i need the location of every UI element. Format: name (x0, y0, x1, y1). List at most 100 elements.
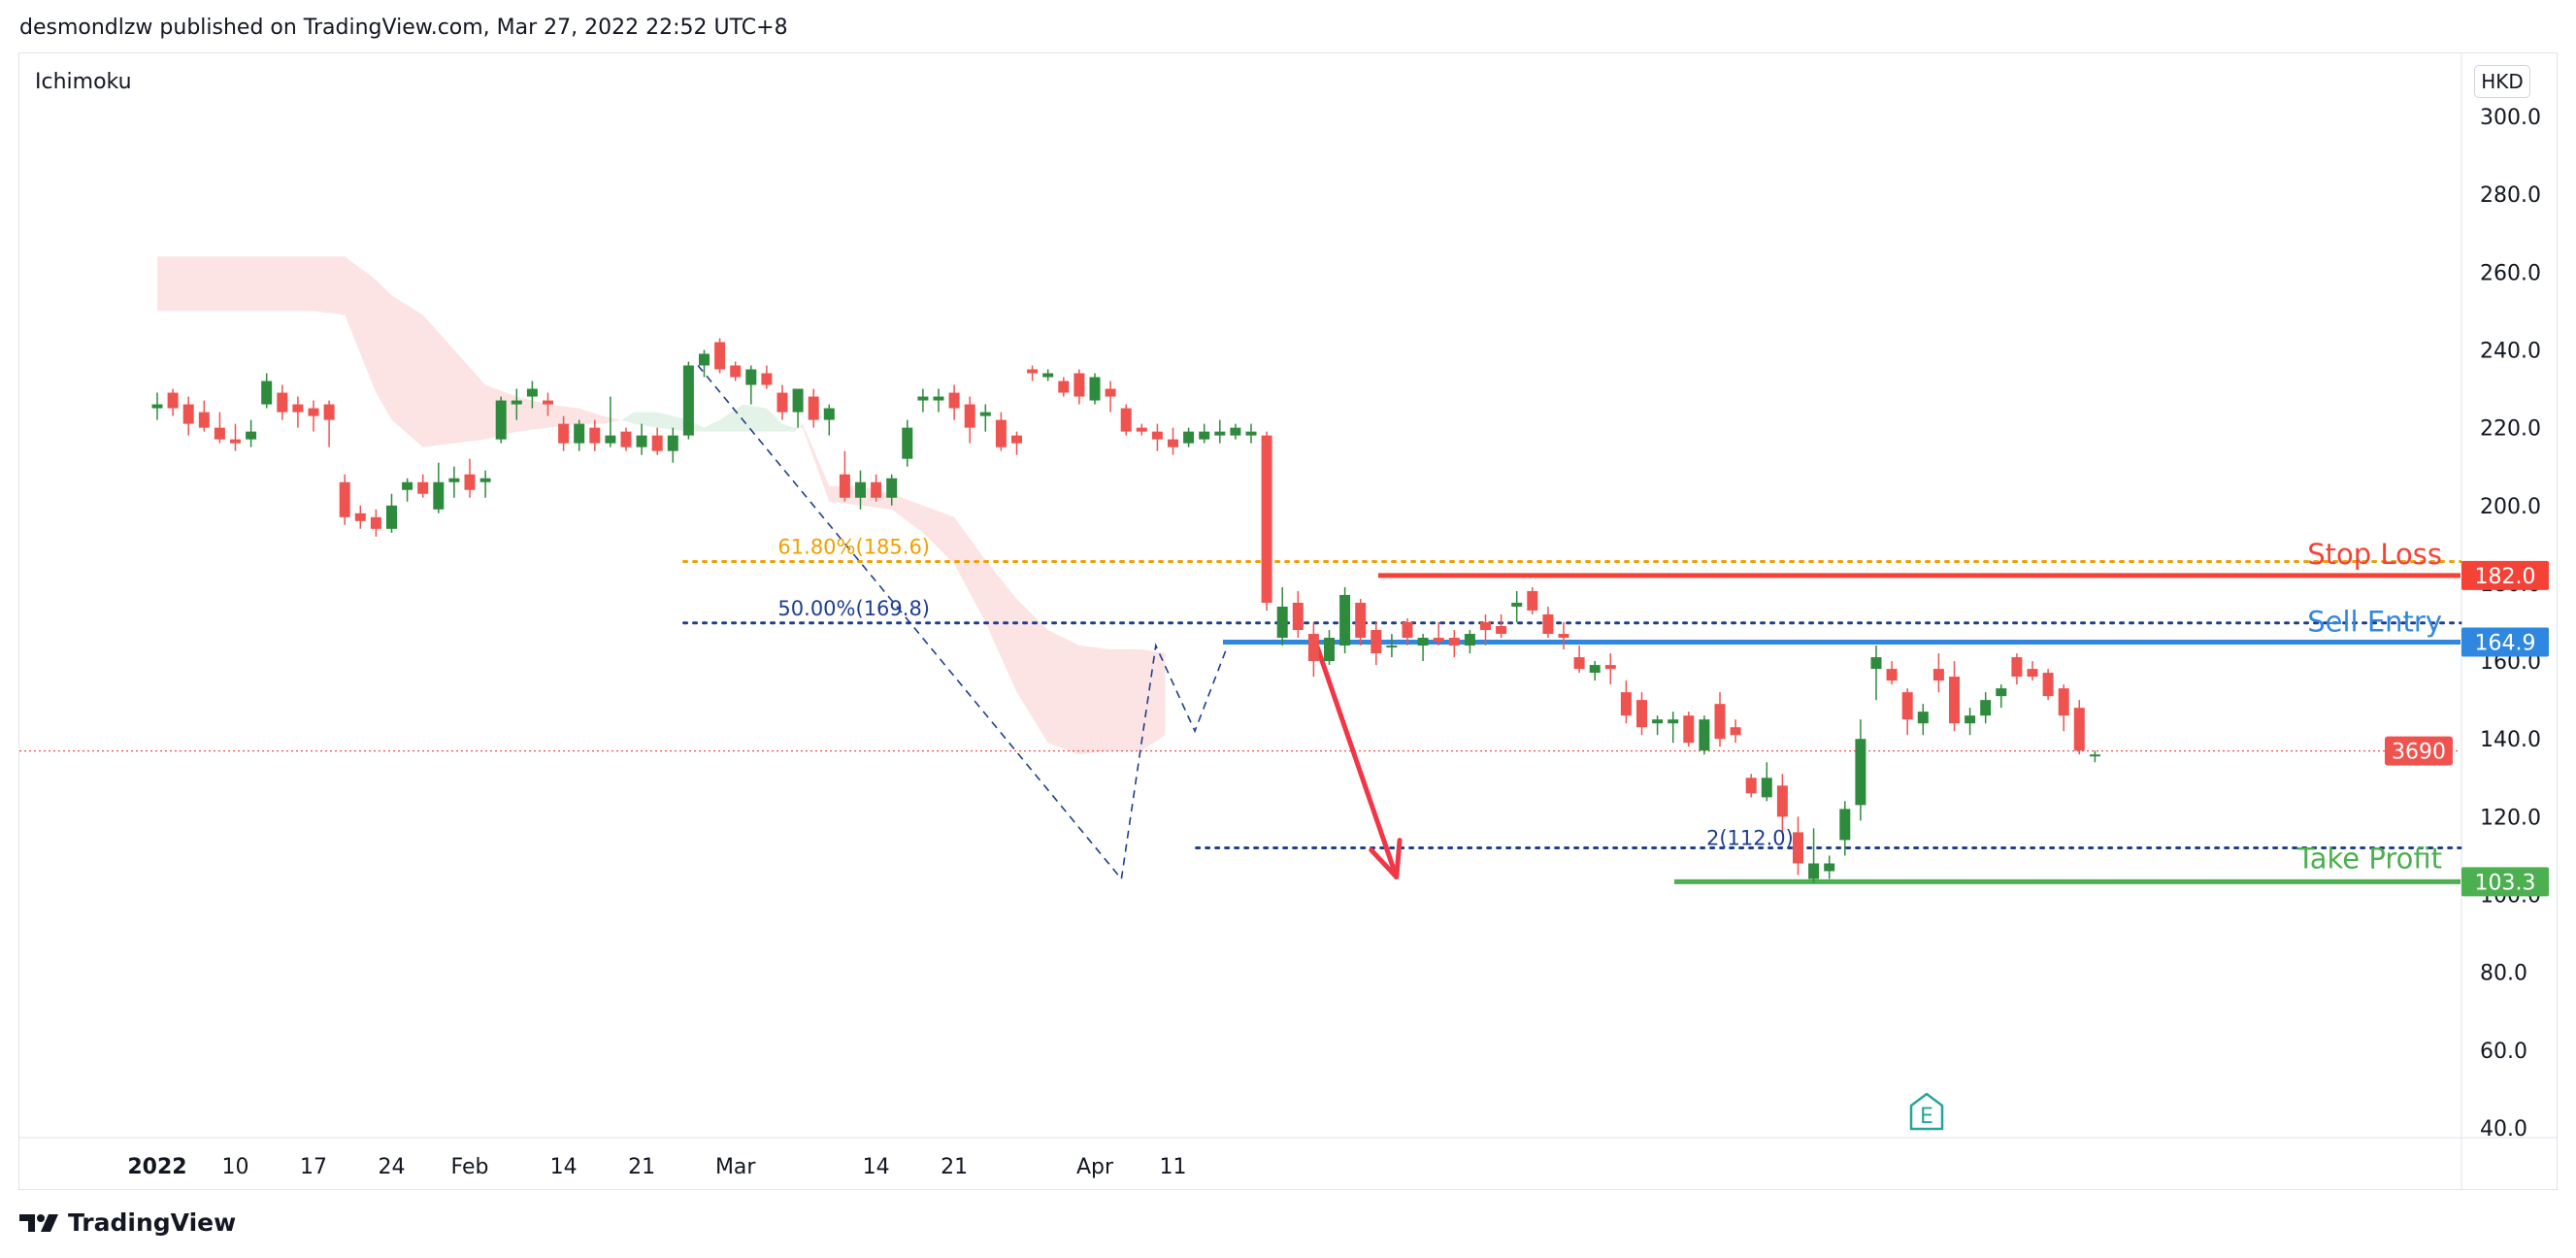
candle-body (402, 481, 413, 490)
candle (1604, 653, 1616, 685)
indicator-legend[interactable]: Ichimoku (35, 70, 132, 94)
candle (2011, 653, 2023, 685)
candle (2042, 669, 2054, 701)
candle-body (776, 392, 788, 413)
candle (1276, 586, 1288, 646)
candle-body (1339, 594, 1351, 646)
candle (1917, 704, 1929, 736)
earnings-marker[interactable] (1909, 1092, 1944, 1131)
candle-body (730, 365, 742, 378)
candle-body (543, 400, 553, 405)
price-tick-label: 220.0 (2480, 417, 2541, 442)
candle-body (574, 423, 585, 444)
time-tick-label: 11 (1160, 1155, 1187, 1179)
candle-body (167, 392, 179, 409)
candle (745, 365, 757, 405)
candle (1636, 692, 1647, 736)
candle (246, 419, 257, 447)
currency-button[interactable]: HKD (2474, 65, 2530, 98)
candle (1386, 634, 1398, 658)
candle (620, 427, 632, 451)
candle (1480, 613, 1491, 646)
candle (1730, 719, 1741, 744)
candle (1620, 680, 1632, 724)
candle-body (1839, 809, 1851, 841)
drawing-lines (19, 364, 2462, 884)
candle-body (230, 439, 241, 444)
candle-body (714, 342, 726, 370)
time-tick-label: 2022 (127, 1155, 186, 1179)
chart-frame[interactable] (18, 52, 2558, 1190)
sell-entry-label: Sell Entry (2307, 605, 2442, 638)
stop-loss-price-badge: 182.0 (2461, 560, 2549, 590)
candle (1901, 688, 1913, 736)
candle-body (636, 435, 647, 447)
swing-path-line[interactable] (697, 364, 1229, 881)
candle-body (1230, 427, 1241, 436)
candle (855, 470, 866, 510)
candle-body (1745, 778, 1757, 794)
candle-body (2011, 657, 2023, 678)
candle-body (1168, 439, 1178, 447)
candle (1199, 423, 1210, 444)
candle-body (933, 396, 944, 401)
price-tick-label: 40.0 (2480, 1117, 2527, 1142)
candle (1448, 630, 1460, 658)
candle (354, 505, 366, 529)
sell-entry-price-badge-bg (2461, 627, 2549, 657)
candle (182, 396, 194, 436)
candle (2058, 684, 2069, 732)
target-arrow-line[interactable] (1314, 643, 1400, 880)
candle (699, 349, 710, 378)
candle (417, 474, 429, 498)
candle (543, 392, 553, 416)
candle (589, 419, 601, 451)
candle (730, 361, 742, 381)
candle (558, 415, 570, 451)
candle (1542, 606, 1554, 639)
candle-body (1417, 638, 1429, 646)
candle-body (558, 423, 570, 444)
cloud-bearish (157, 256, 622, 447)
candle-body (1307, 634, 1319, 662)
candle-body (1776, 785, 1788, 817)
candle (1355, 598, 1367, 646)
candle (714, 338, 726, 374)
footer-brand[interactable]: TradingView (19, 1208, 236, 1237)
candle (917, 388, 929, 413)
time-tick-label: 14 (863, 1155, 890, 1179)
candle-body (214, 427, 225, 440)
candle-body (1292, 602, 1304, 631)
candle (1699, 715, 1710, 755)
take-profit-label: Take Profit (2296, 842, 2442, 875)
candle-body (1668, 719, 1679, 724)
candle-body (1136, 427, 1147, 432)
candle (651, 427, 663, 455)
time-tick-label: Apr (1076, 1155, 1114, 1179)
price-tick-label: 80.0 (2480, 962, 2527, 986)
candle-body (1386, 646, 1398, 648)
candle-body (339, 481, 350, 517)
candle-body (1027, 369, 1039, 374)
candle (1417, 634, 1429, 662)
price-tick-label: 60.0 (2480, 1040, 2527, 1064)
candle-body (1870, 657, 1882, 670)
candle (1261, 431, 1272, 611)
axis-lines (18, 52, 2558, 1189)
candle-body (1996, 688, 2007, 697)
take-profit-price-badge-text: 103.3 (2475, 871, 2536, 895)
candle (151, 392, 163, 420)
candle (1433, 622, 1444, 646)
candle-body (1324, 638, 1335, 662)
candle (1371, 622, 1382, 666)
candle-body (323, 404, 335, 420)
candle-body (1730, 727, 1741, 736)
candle (1839, 801, 1851, 856)
candle-body (1604, 665, 1616, 670)
candle-body (948, 392, 960, 409)
time-axis: 2022 10 17 24 Feb 14 21 Mar 14 21 Apr 11 (127, 1155, 1186, 1179)
candle-body (1058, 381, 1070, 393)
candle-body (1276, 606, 1288, 639)
price-tick-label: 300.0 (2480, 106, 2541, 130)
